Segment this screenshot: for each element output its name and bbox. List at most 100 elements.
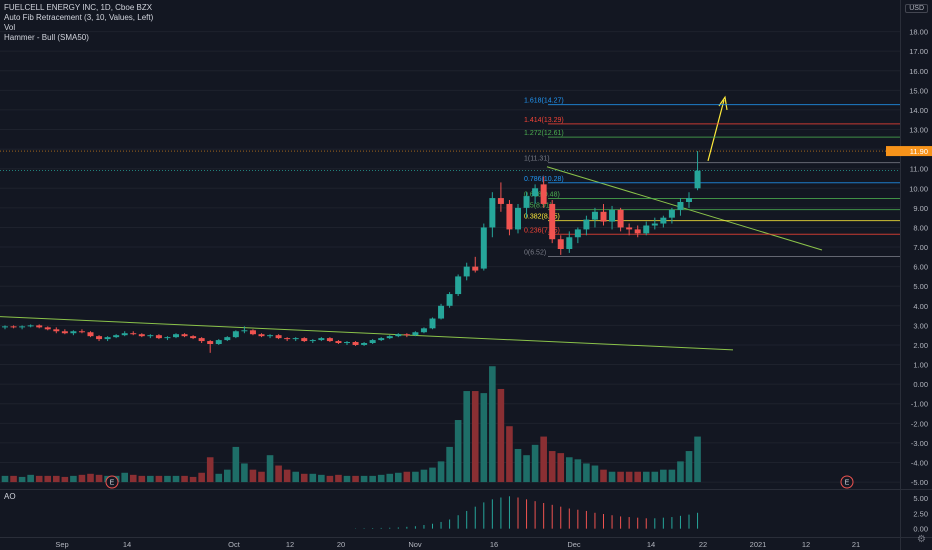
volume-bar	[292, 471, 299, 483]
candle-body	[249, 330, 256, 335]
volume-bar	[138, 475, 146, 483]
volume-bar	[506, 426, 513, 483]
volume-bar	[463, 391, 470, 483]
price-tick-label: 1.00	[913, 361, 928, 370]
volume-bar	[591, 465, 599, 483]
volume-bar	[548, 451, 556, 483]
volume-bar	[129, 474, 137, 483]
fib-label: 1.618(14.27)	[524, 98, 564, 105]
price-tick-label: -4.00	[911, 458, 928, 467]
volume-bar	[386, 473, 394, 483]
time-tick-label: Oct	[228, 540, 241, 549]
candle-body	[429, 318, 436, 329]
gear-icon[interactable]: ⚙	[917, 534, 926, 545]
volume-indicator-label[interactable]: Vol	[4, 23, 16, 32]
time-tick-label: 21	[852, 540, 860, 549]
volume-bar	[377, 474, 385, 483]
candle-body	[267, 335, 274, 337]
candle-body	[557, 239, 564, 249]
candle-body	[301, 338, 308, 342]
time-tick-label: 12	[286, 540, 294, 549]
volume-bar	[266, 455, 274, 483]
chart-legend: FUELCELL ENERGY INC, 1D, Cboe BZX Auto F…	[4, 3, 153, 43]
volume-bar	[181, 475, 188, 483]
candle-body	[190, 336, 197, 339]
ao-indicator-label[interactable]: AO	[4, 492, 16, 501]
candle-body	[361, 343, 368, 345]
volume-bar	[420, 469, 428, 483]
axes: 18.0017.0016.0015.0014.0013.0012.0011.00…	[55, 28, 932, 549]
volume-bar	[206, 457, 214, 483]
volume-bar	[335, 474, 342, 483]
candle-body	[113, 335, 120, 338]
ao-tick-label: 2.50	[913, 509, 928, 518]
price-tick-label: 7.00	[913, 243, 928, 252]
price-tick-label: 17.00	[909, 47, 928, 56]
volume-bar	[27, 474, 34, 483]
fib-label: 1(11.31)	[524, 156, 550, 163]
hammer-indicator-label[interactable]: Hammer - Bull (SMA50)	[4, 33, 89, 42]
volume-bar	[531, 444, 539, 483]
candle-body	[378, 338, 385, 341]
volume-bar	[198, 472, 205, 483]
volume-bar	[660, 469, 667, 483]
candle-body	[53, 329, 60, 332]
time-tick-label: 20	[337, 540, 345, 549]
volume-bar	[608, 471, 616, 483]
volume-bar	[403, 471, 411, 483]
volume-bar	[155, 475, 163, 483]
candle-body	[138, 334, 145, 337]
candle-body	[258, 334, 265, 337]
volume-bar	[429, 467, 436, 483]
volume-bar	[232, 446, 240, 483]
volume-bar	[300, 473, 308, 483]
candle-body	[523, 196, 530, 208]
candle-body	[2, 326, 8, 328]
candle-body	[87, 332, 94, 337]
volume-bar	[625, 471, 633, 483]
price-tick-label: -1.00	[911, 400, 928, 409]
price-tick-label: -2.00	[911, 419, 928, 428]
trendlines	[0, 95, 823, 351]
candle-body	[515, 207, 521, 230]
last-price-badge	[886, 146, 932, 157]
fib-indicator-label[interactable]: Auto Fib Retracement (3, 10, Values, Lef…	[4, 13, 154, 22]
volume-bar	[497, 388, 505, 483]
time-tick-label: Nov	[408, 540, 422, 549]
volume-bars	[1, 366, 701, 483]
candle-body	[292, 338, 299, 340]
candle-body	[446, 294, 453, 306]
volume-bar	[600, 469, 607, 483]
fib-label: 0.236(7.65)	[524, 227, 560, 234]
candle-body	[660, 217, 667, 224]
time-tick-label: 12	[802, 540, 810, 549]
price-tick-label: 6.00	[913, 263, 928, 272]
candle-body	[403, 334, 410, 336]
volume-bar	[446, 446, 453, 483]
price-tick-label: 16.00	[909, 67, 928, 76]
support-trendline	[0, 316, 734, 351]
candle-body	[480, 227, 487, 269]
resistance-trendline	[546, 166, 823, 251]
price-tick-label: 13.00	[909, 126, 928, 135]
symbol-title[interactable]: FUELCELL ENERGY INC, 1D, Cboe BZX	[4, 3, 153, 12]
candle-body	[284, 338, 291, 340]
price-tick-label: 10.00	[909, 184, 928, 193]
volume-bar	[685, 451, 693, 483]
price-tick-label: 3.00	[913, 321, 928, 330]
price-tick-label: 9.00	[913, 204, 928, 213]
volume-bar	[489, 366, 496, 483]
candle-body	[395, 334, 402, 337]
candle-body	[275, 335, 282, 339]
volume-bar	[121, 472, 128, 483]
currency-badge[interactable]: USD	[905, 4, 928, 13]
candle-body	[61, 331, 68, 334]
volume-bar	[147, 475, 154, 483]
fib-label: 1.414(13.29)	[524, 117, 564, 124]
candle-body	[609, 209, 616, 222]
volume-bar	[617, 471, 624, 483]
volume-bar	[437, 461, 445, 483]
candle-body	[44, 327, 51, 330]
